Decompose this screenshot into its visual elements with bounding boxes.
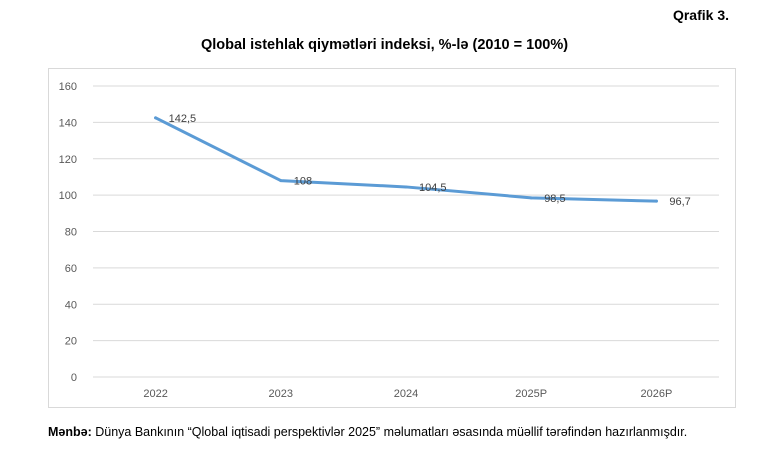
source-text: Dünya Bankının “Qlobal iqtisadi perspekt…: [91, 425, 688, 439]
chart-title: Qlobal istehlak qiymətləri indeksi, %-lə…: [200, 37, 569, 53]
y-tick-label: 100: [59, 190, 77, 202]
y-tick-label: 120: [59, 154, 77, 166]
y-tick-label: 140: [59, 117, 77, 129]
data-label: 108: [294, 176, 312, 188]
x-tick-label: 2025P: [515, 388, 547, 400]
data-label: 98,5: [544, 193, 565, 205]
y-tick-label: 60: [65, 263, 77, 275]
y-tick-label: 80: [65, 227, 77, 239]
x-tick-label: 2024: [394, 388, 418, 400]
chart-area: 0 20 40 60 80 100 120 140 160 2022 2023 2024 2025P 20…: [48, 68, 736, 408]
x-tick-label: 2023: [269, 388, 293, 400]
x-tick-label: 2026P: [640, 388, 672, 400]
data-point: [529, 196, 533, 200]
y-tick-label: 20: [65, 336, 77, 348]
data-point: [279, 179, 283, 183]
y-tick-label: 0: [71, 372, 77, 384]
figure-label: Qrafik 3.: [672, 7, 729, 23]
source-label: Mənbə:: [48, 425, 92, 439]
y-tick-label: 160: [59, 81, 77, 93]
x-tick-label: 2022: [143, 388, 167, 400]
y-tick-label: 40: [65, 299, 77, 311]
data-label: 96,7: [669, 196, 690, 208]
data-point: [154, 116, 158, 120]
data-point: [654, 199, 658, 203]
line-chart: 0 20 40 60 80 100 120 140 160 2022 2023 2024 2025P 20…: [59, 81, 719, 400]
data-label: 104,5: [419, 182, 447, 194]
series-line: [154, 116, 658, 203]
source-note: Mənbə: Dünya Bankının “Qlobal iqtisadi p…: [48, 423, 736, 442]
data-point: [404, 185, 408, 189]
data-label: 142,5: [169, 113, 197, 125]
